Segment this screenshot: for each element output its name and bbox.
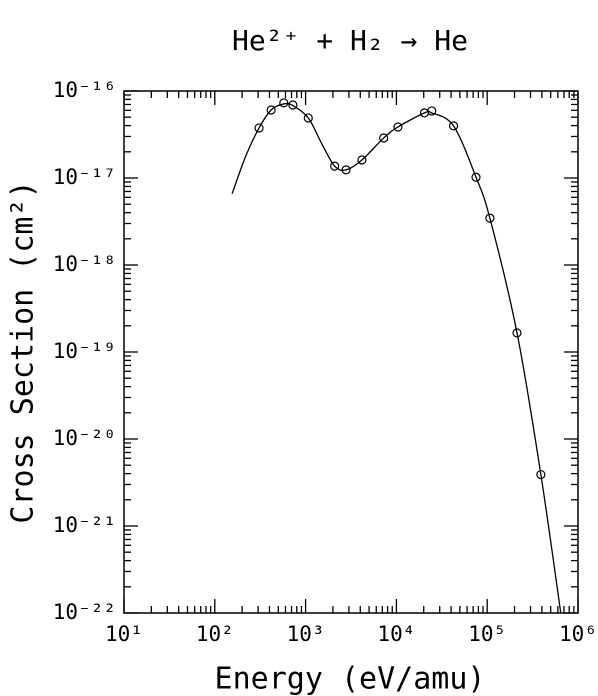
y-tick-label: 10⁻¹⁷ xyxy=(53,165,116,189)
x-tick-label: 10¹ xyxy=(105,622,143,646)
y-tick-label: 10⁻¹⁶ xyxy=(53,78,116,102)
y-tick-label: 10⁻¹⁸ xyxy=(53,252,116,276)
data-point xyxy=(448,121,459,131)
data-point xyxy=(288,100,298,110)
data-point xyxy=(471,172,481,182)
data-point xyxy=(266,105,276,115)
data-point xyxy=(357,155,367,165)
data-point xyxy=(379,133,389,143)
x-tick-label: 10³ xyxy=(287,622,325,646)
y-tick-label: 10⁻²¹ xyxy=(53,513,116,537)
data-point xyxy=(303,113,313,123)
data-point xyxy=(485,213,495,223)
y-axis-label: Cross Section (cm²) xyxy=(6,180,41,523)
y-tick-label: 10⁻¹⁹ xyxy=(53,339,116,363)
x-tick-label: 10² xyxy=(196,622,234,646)
x-tick-label: 10⁵ xyxy=(468,622,506,646)
data-point xyxy=(254,123,264,133)
x-tick-label: 10⁴ xyxy=(377,622,415,646)
data-point xyxy=(393,122,403,132)
y-tick-label: 10⁻²⁰ xyxy=(53,426,116,450)
data-point xyxy=(279,98,289,108)
y-tick-label: 10⁻²² xyxy=(53,600,116,624)
data-point xyxy=(512,328,522,338)
fit-line xyxy=(231,102,562,614)
data-point xyxy=(536,469,546,480)
x-tick-label: 10⁶ xyxy=(559,622,597,646)
chart-title: He²⁺ + H₂ → He xyxy=(232,24,468,57)
data-point xyxy=(341,165,351,175)
data-point xyxy=(330,161,340,171)
data-point xyxy=(427,106,437,116)
x-axis-label: Energy (eV/amu) xyxy=(215,662,486,696)
